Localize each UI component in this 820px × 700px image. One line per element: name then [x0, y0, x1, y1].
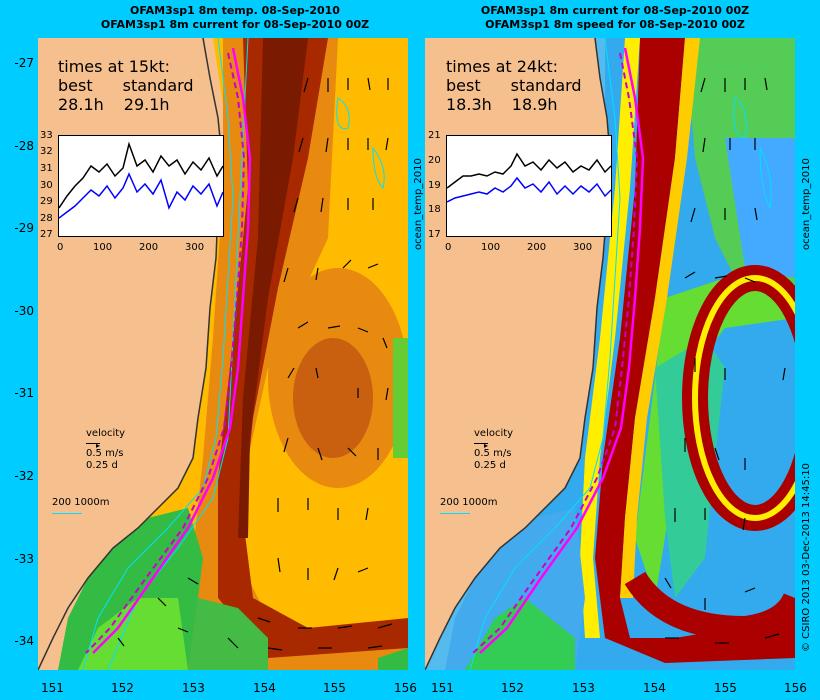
- x-tick: 156: [784, 681, 807, 695]
- velocity-arrow-icon: ▸: [86, 440, 102, 450]
- left-side-label: ocean_temp_2010: [413, 158, 424, 250]
- inset-x-tick: 300: [573, 242, 593, 253]
- velocity-arrows: [117, 77, 393, 651]
- best-label: best: [58, 76, 93, 95]
- best-time: 28.1h: [58, 95, 104, 114]
- left-title-line-1: OFAM3sp1 8m temp. 08-Sep-2010: [130, 4, 340, 17]
- x-tick: 152: [111, 681, 134, 695]
- inset-y-tick: 27: [40, 229, 53, 240]
- standard-time: 29.1h: [123, 95, 170, 114]
- inset-y-tick: 17: [428, 229, 441, 240]
- inset-x-tick: 200: [527, 242, 547, 253]
- inset-y-tick: 28: [40, 213, 53, 224]
- y-tick: -34: [14, 634, 34, 648]
- best-time: 18.3h: [446, 95, 492, 114]
- velocity-title: velocity: [86, 428, 126, 439]
- inset-y-tick: 29: [40, 196, 53, 207]
- standard-label: standard: [510, 76, 582, 95]
- right-side-label: ocean_temp_2010: [801, 158, 812, 250]
- y-tick: -33: [14, 552, 34, 566]
- velocity-speed: 0.5 m/s: [474, 448, 512, 459]
- x-tick: 155: [323, 681, 346, 695]
- temperature-map-panel[interactable]: [38, 38, 408, 670]
- x-tick: 154: [643, 681, 666, 695]
- velocity-speed: 0.5 m/s: [86, 448, 124, 459]
- inset-y-tick: 18: [428, 204, 441, 215]
- left-map-title: OFAM3sp1 8m temp. 08-Sep-2010 OFAM3sp1 8…: [60, 4, 410, 32]
- right-map-title: OFAM3sp1 8m current for 08-Sep-2010 00Z …: [430, 4, 800, 32]
- copyright-label: © CSIRO 2013 03-Dec-2013 14:45:10: [801, 463, 812, 652]
- left-time-series-inset: [58, 135, 224, 237]
- times-heading: times at 15kt:: [58, 57, 171, 76]
- inset-x-tick: 100: [93, 242, 113, 253]
- left-title-line-2: OFAM3sp1 8m current for 08-Sep-2010 00Z: [100, 18, 370, 31]
- right-velocity-legend: velocity ▸ 0.5 m/s 0.25 d: [474, 428, 513, 472]
- inset-y-tick: 33: [40, 130, 53, 141]
- velocity-arrow-icon: ▸: [474, 440, 490, 450]
- x-tick: 155: [714, 681, 737, 695]
- left-times-block: times at 15kt: best standard 28.1h 29.1h: [58, 57, 194, 114]
- inset-x-tick: 0: [445, 242, 452, 253]
- x-tick: 154: [253, 681, 276, 695]
- inset-x-tick: 300: [185, 242, 205, 253]
- velocity-arrows-right: [664, 77, 786, 644]
- right-times-block: times at 24kt: best standard 18.3h 18.9h: [446, 57, 582, 114]
- inset-y-tick: 32: [40, 146, 53, 157]
- right-title-line-2: OFAM3sp1 8m speed for 08-Sep-2010 00Z: [485, 18, 745, 31]
- right-inset-plot: [446, 152, 612, 203]
- best-label: best: [446, 76, 481, 95]
- standard-time: 18.9h: [511, 95, 558, 114]
- right-depth-legend: 200 1000m: [440, 497, 498, 508]
- y-tick: -31: [14, 386, 34, 400]
- times-heading: times at 24kt:: [446, 57, 559, 76]
- inset-x-tick: 200: [139, 242, 159, 253]
- y-tick: -30: [14, 304, 34, 318]
- left-inset-plot: [58, 141, 224, 219]
- right-depth-legend-line: [440, 513, 470, 514]
- inset-y-tick: 20: [428, 155, 441, 166]
- standard-label: standard: [122, 76, 194, 95]
- inset-x-tick: 0: [57, 242, 64, 253]
- x-tick: 151: [41, 681, 64, 695]
- y-tick: -29: [14, 221, 34, 235]
- y-tick: -28: [14, 139, 34, 153]
- y-tick: -27: [14, 56, 34, 70]
- left-velocity-legend: velocity ▸ 0.5 m/s 0.25 d: [86, 428, 125, 472]
- x-tick: 153: [182, 681, 205, 695]
- left-depth-legend-line: [52, 513, 82, 514]
- right-title-line-1: OFAM3sp1 8m current for 08-Sep-2010 00Z: [480, 4, 750, 17]
- left-depth-legend: 200 1000m: [52, 497, 110, 508]
- temperature-map: [38, 38, 408, 670]
- speed-map-panel[interactable]: [425, 38, 795, 670]
- velocity-title: velocity: [474, 428, 514, 439]
- y-tick: -32: [14, 469, 34, 483]
- x-tick: 156: [394, 681, 417, 695]
- right-time-series-inset: [446, 135, 612, 237]
- x-tick: 152: [501, 681, 524, 695]
- inset-y-tick: 19: [428, 180, 441, 191]
- x-tick: 153: [572, 681, 595, 695]
- speed-map: [425, 38, 795, 670]
- velocity-days: 0.25 d: [474, 460, 506, 471]
- x-tick: 151: [431, 681, 454, 695]
- inset-y-tick: 21: [428, 130, 441, 141]
- inset-y-tick: 31: [40, 163, 53, 174]
- inset-x-tick: 100: [481, 242, 501, 253]
- inset-y-tick: 30: [40, 180, 53, 191]
- velocity-days: 0.25 d: [86, 460, 118, 471]
